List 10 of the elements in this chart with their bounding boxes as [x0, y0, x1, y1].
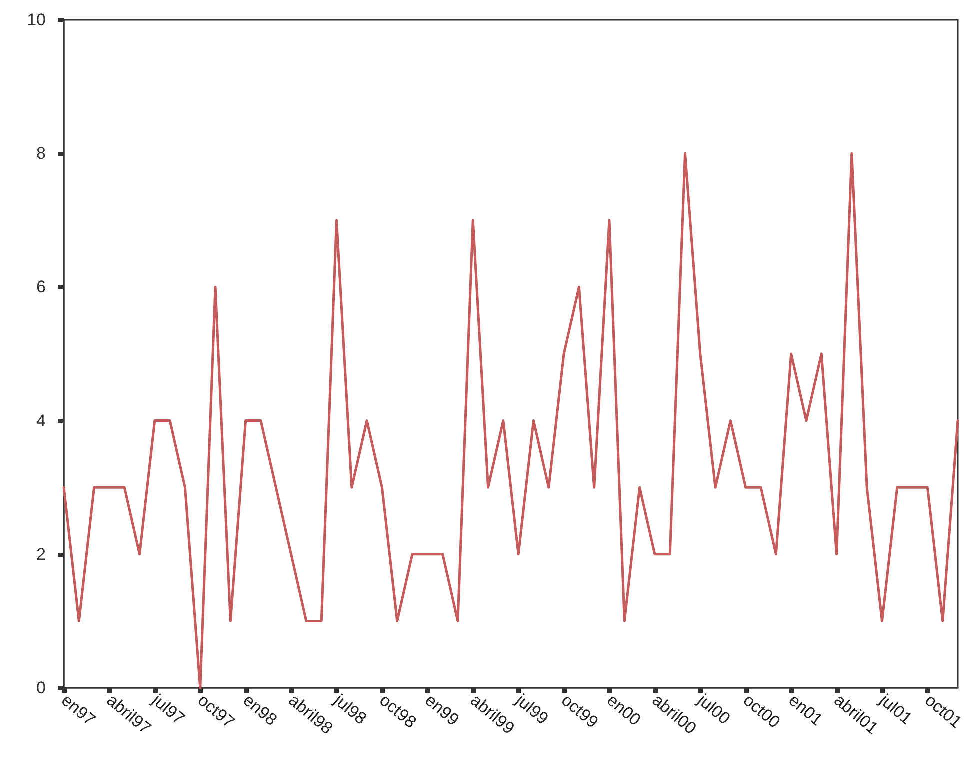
x-tick-label: en98 [240, 690, 281, 730]
x-tick-label: en99 [422, 690, 463, 730]
x-tick-label: en97 [58, 690, 100, 730]
y-tick-label: 2 [36, 544, 46, 564]
y-tick-label: 8 [36, 144, 46, 164]
x-tick-label: en00 [603, 690, 645, 730]
y-tick-label: 0 [36, 678, 46, 698]
y-tick-label: 6 [36, 278, 46, 297]
y-tick-label: 4 [36, 411, 46, 430]
y-tick-label: 10 [27, 10, 46, 30]
